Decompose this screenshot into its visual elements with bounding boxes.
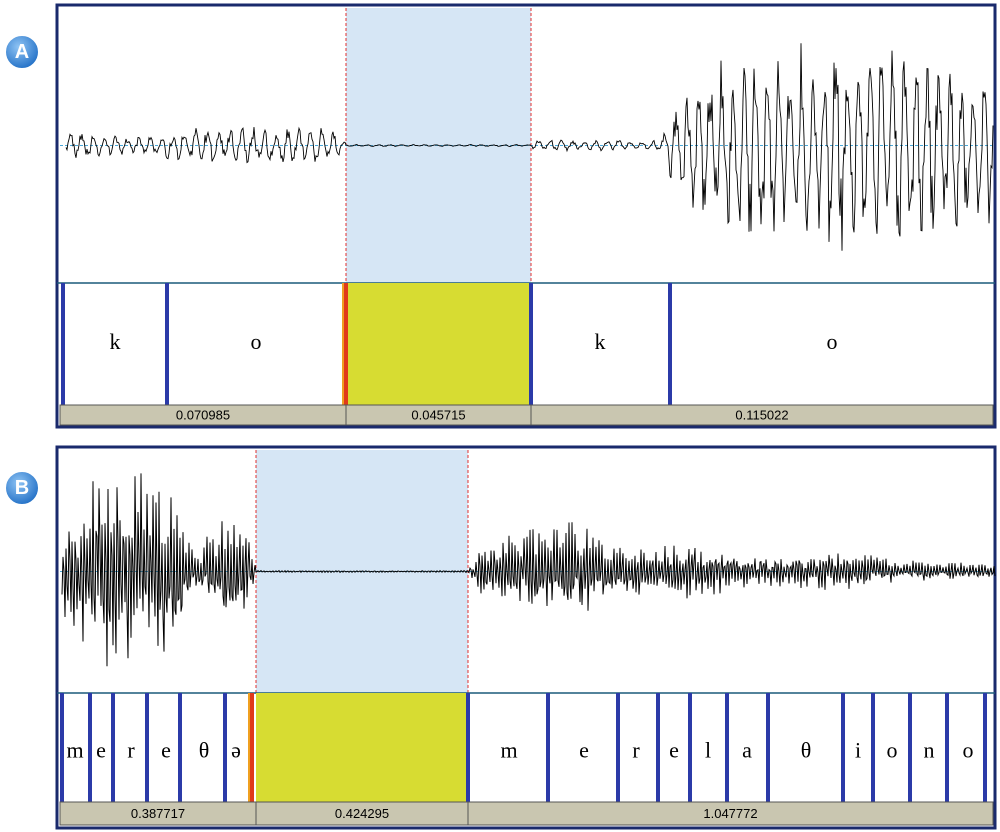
boundary (908, 693, 912, 802)
boundary (223, 693, 227, 802)
segment-label: i (855, 738, 861, 763)
boundary (841, 693, 845, 802)
segment-label: m (66, 738, 83, 763)
boundary-selected (250, 693, 254, 802)
segment-label: θ (801, 738, 812, 763)
boundary (656, 693, 660, 802)
duration-cell (530, 404, 994, 426)
boundary (871, 693, 875, 802)
waveform (61, 473, 996, 667)
boundary (529, 283, 533, 405)
waveform (65, 43, 994, 251)
segment-label: o (251, 329, 262, 354)
duration-cell (467, 801, 994, 826)
boundary (668, 283, 672, 405)
boundary (945, 693, 949, 802)
duration-label: 0.115022 (735, 407, 788, 422)
duration-label: 0.387717 (131, 806, 185, 821)
badge-letter: B (15, 477, 29, 499)
segment-label: o (887, 738, 898, 763)
segment-label: e (669, 738, 679, 763)
segment-label: ə (231, 738, 241, 763)
boundary (178, 693, 182, 802)
boundary (725, 693, 729, 802)
segment-label: k (110, 329, 121, 354)
boundary-selected-edge (342, 283, 344, 405)
badge-letter: A (15, 41, 29, 63)
duration-label: 0.070985 (176, 407, 230, 422)
segment-label: r (127, 738, 135, 763)
segment-label: n (924, 738, 935, 763)
boundary (616, 693, 620, 802)
segment-label: l (705, 738, 711, 763)
segment-label: a (742, 738, 752, 763)
boundary-selected-edge (248, 693, 250, 802)
segment-label: m (500, 738, 517, 763)
segment-label: r (632, 738, 640, 763)
segment-label: e (96, 738, 106, 763)
duration-label: 0.045715 (411, 407, 465, 422)
boundary (766, 693, 770, 802)
segment-label: e (579, 738, 589, 763)
boundary (60, 693, 64, 802)
segment-label: o (827, 329, 838, 354)
boundary (88, 693, 92, 802)
segment-label: e (161, 738, 171, 763)
badge (4, 34, 40, 70)
badge (4, 470, 40, 506)
duration-label: 1.047772 (703, 806, 757, 821)
boundary (983, 693, 987, 802)
selected-interval (256, 693, 468, 802)
segment-label: θ (199, 738, 210, 763)
boundary (145, 693, 149, 802)
boundary (466, 693, 470, 802)
panel-frame (55, 445, 997, 830)
boundary (61, 283, 65, 405)
boundary (111, 693, 115, 802)
segment-label: k (595, 329, 606, 354)
boundary (165, 283, 169, 405)
boundary (546, 693, 550, 802)
segment-label: o (963, 738, 974, 763)
duration-label: 0.424295 (335, 806, 389, 821)
boundary-selected (344, 283, 348, 405)
boundary (688, 693, 692, 802)
selected-interval (346, 283, 531, 405)
